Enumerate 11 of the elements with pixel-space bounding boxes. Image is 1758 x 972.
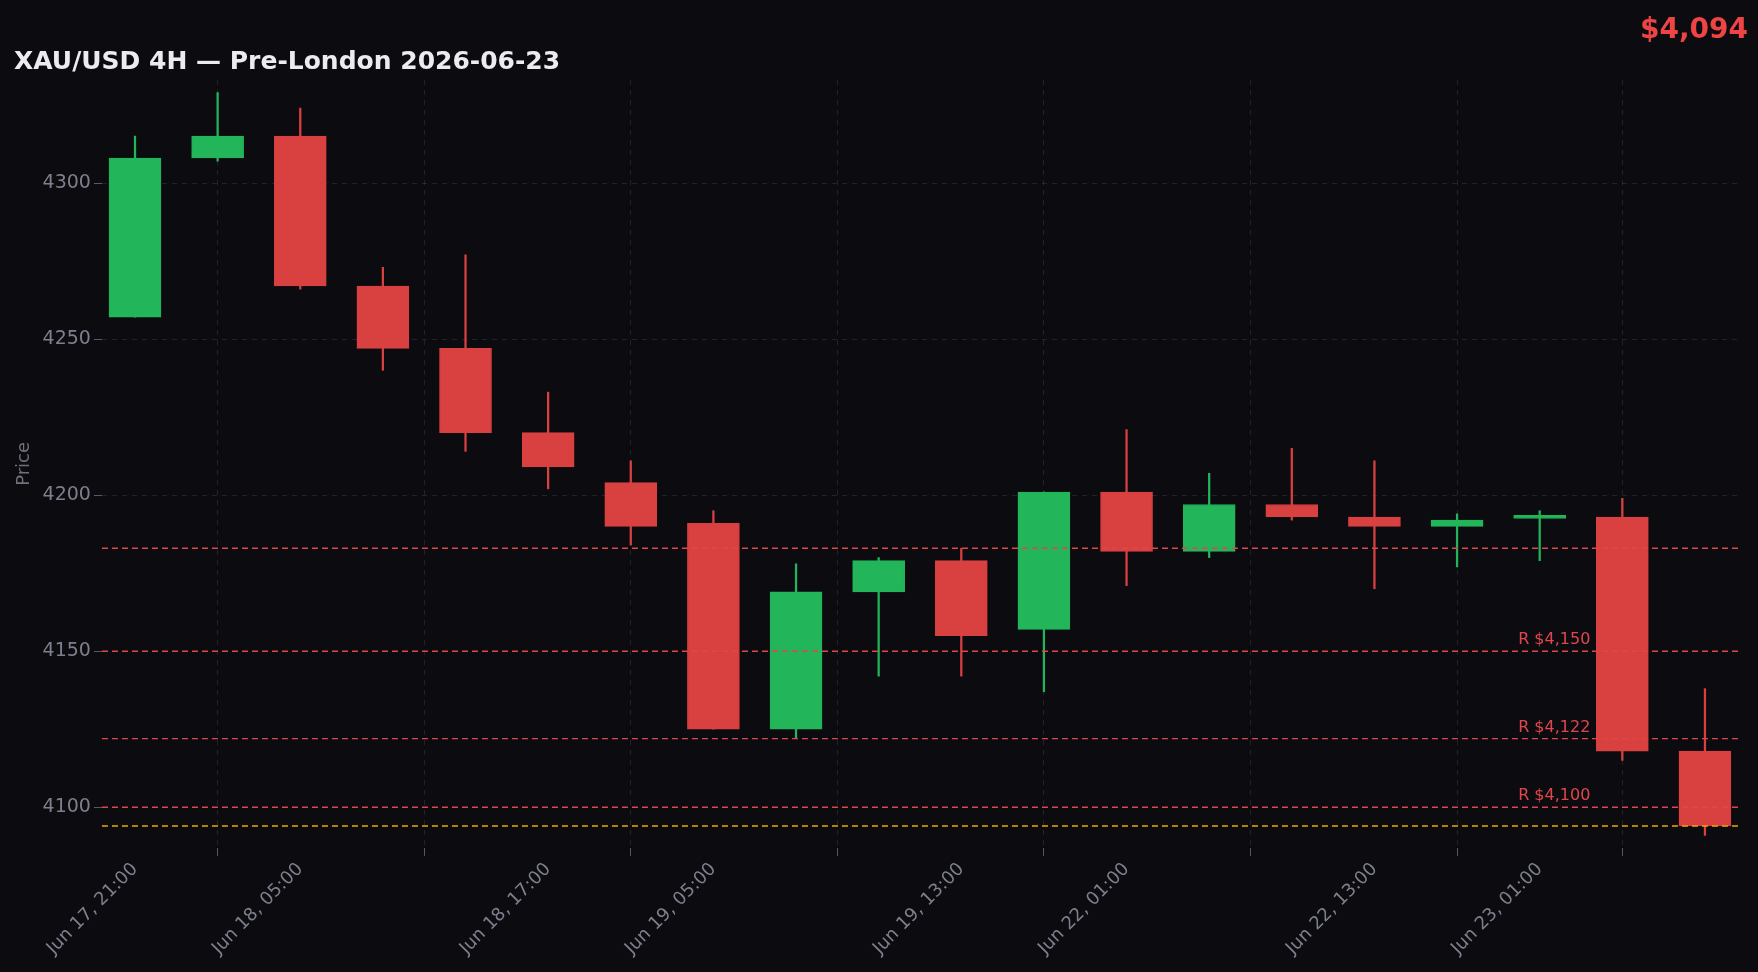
ref-line-label: R $4,122 (1518, 716, 1591, 736)
y-tick-label: 4200 (42, 482, 91, 505)
y-tick-label: 4150 (42, 638, 91, 661)
y-tick-label: 4300 (42, 169, 91, 192)
text: $4,094 (1639, 12, 1748, 45)
ref-line-label: R $4,100 (1518, 785, 1591, 805)
y-tick-label: 4100 (42, 794, 91, 817)
chart-title: XAU/USD 4H — Pre-London 2026-06-23 (14, 46, 561, 75)
y-axis-title: Price (12, 441, 34, 486)
y-tick-label: 4250 (42, 326, 91, 348)
ref-line-label: R $4,150 (1518, 629, 1591, 649)
